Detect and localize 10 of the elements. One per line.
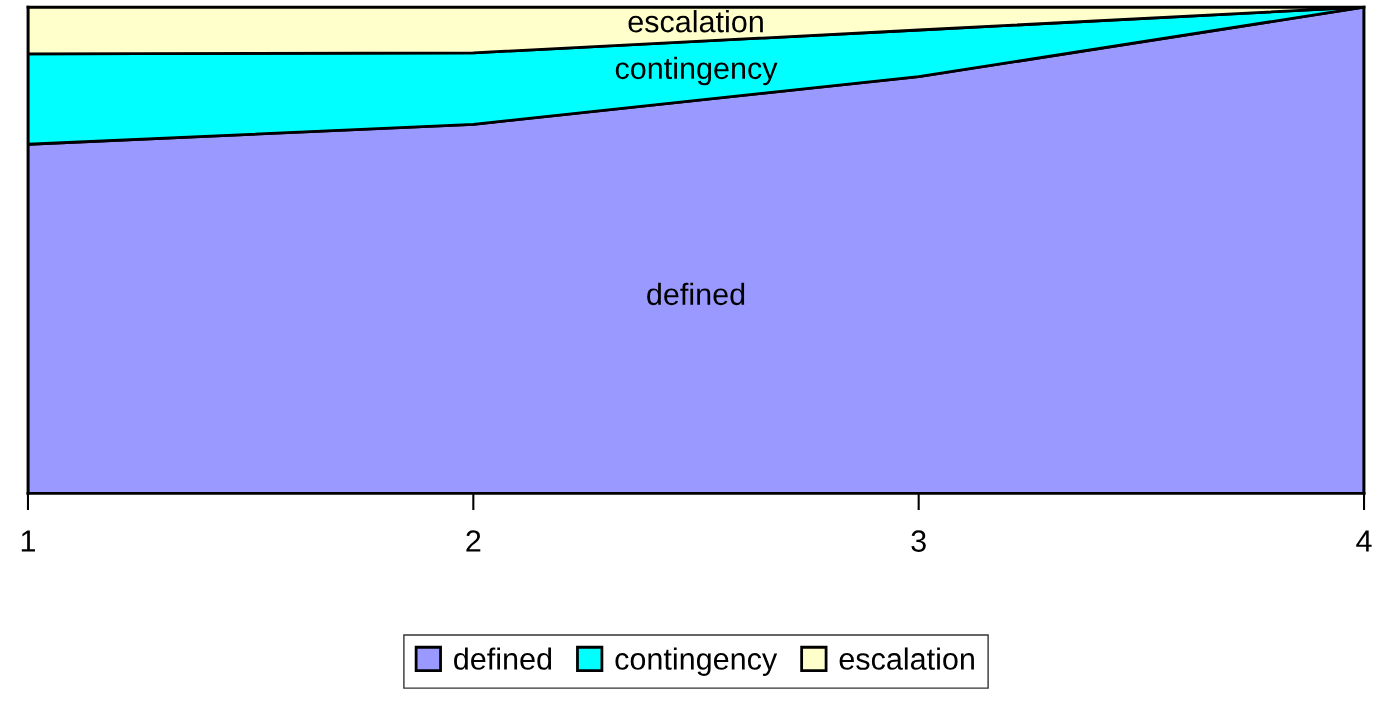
text: defined xyxy=(647,282,745,306)
x-tick-label: 4 xyxy=(1356,530,1372,552)
x-tick-label: 1 xyxy=(21,530,35,552)
legend-label: defined xyxy=(454,647,552,670)
x-tick-label: 3 xyxy=(911,530,926,552)
text: contingency xyxy=(615,56,778,86)
legend-label: contingency xyxy=(615,647,778,676)
legend-label: escalation xyxy=(839,647,974,670)
x-tick-label: 2 xyxy=(466,530,481,552)
text: escalation xyxy=(628,10,763,33)
